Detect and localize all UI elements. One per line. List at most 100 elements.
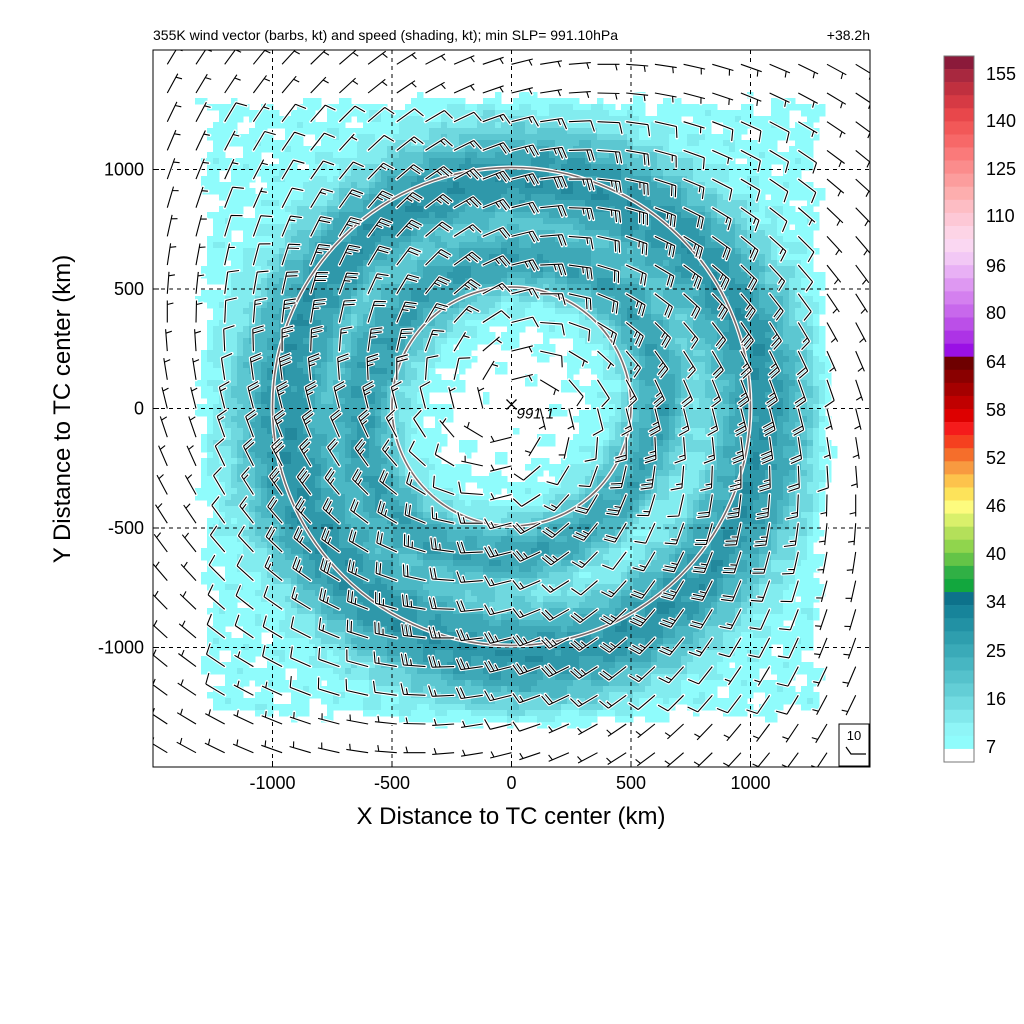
- shading-cell: [255, 134, 262, 141]
- shading-cell: [333, 158, 340, 165]
- shading-cell: [543, 158, 550, 165]
- shading-cell: [231, 98, 238, 105]
- shading-cell: [807, 164, 814, 171]
- shading-cell: [687, 404, 694, 411]
- shading-cell: [363, 230, 370, 237]
- shading-cell: [699, 392, 706, 399]
- shading-cell: [783, 350, 790, 357]
- shading-cell: [651, 194, 658, 201]
- shading-cell: [453, 272, 460, 279]
- shading-cell: [819, 374, 826, 381]
- shading-cell: [327, 410, 334, 417]
- shading-cell: [423, 230, 430, 237]
- shading-cell: [519, 104, 526, 111]
- shading-cell: [219, 314, 226, 321]
- shading-cell: [783, 332, 790, 339]
- shading-cell: [243, 248, 250, 255]
- shading-cell: [543, 200, 550, 207]
- shading-cell: [213, 338, 220, 345]
- shading-cell: [807, 110, 814, 117]
- shading-cell: [813, 350, 820, 357]
- shading-cell: [795, 218, 802, 225]
- shading-cell: [735, 362, 742, 369]
- shading-cell: [645, 200, 652, 207]
- shading-cell: [321, 338, 328, 345]
- shading-cell: [423, 254, 430, 261]
- shading-cell: [621, 272, 628, 279]
- shading-cell: [711, 146, 718, 153]
- shading-cell: [363, 224, 370, 231]
- shading-cell: [297, 116, 304, 123]
- shading-cell: [555, 188, 562, 195]
- shading-cell: [471, 152, 478, 159]
- shading-cell: [339, 362, 346, 369]
- shading-cell: [375, 296, 382, 303]
- shading-cell: [363, 344, 370, 351]
- shading-cell: [375, 314, 382, 321]
- shading-cell: [627, 164, 634, 171]
- shading-cell: [231, 332, 238, 339]
- shading-cell: [663, 182, 670, 189]
- shading-cell: [411, 260, 418, 267]
- shading-cell: [735, 128, 742, 135]
- shading-cell: [429, 212, 436, 219]
- shading-cell: [621, 212, 628, 219]
- shading-cell: [213, 212, 220, 219]
- shading-cell: [669, 116, 676, 123]
- shading-cell: [459, 386, 466, 393]
- shading-cell: [657, 158, 664, 165]
- shading-cell: [243, 404, 250, 411]
- shading-cell: [273, 200, 280, 207]
- shading-cell: [321, 392, 328, 399]
- shading-cell: [759, 338, 766, 345]
- shading-cell: [573, 134, 580, 141]
- shading-cell: [687, 140, 694, 147]
- shading-cell: [819, 284, 826, 291]
- shading-cell: [225, 278, 232, 285]
- shading-cell: [693, 170, 700, 177]
- shading-cell: [543, 98, 550, 105]
- shading-cell: [357, 290, 364, 297]
- shading-cell: [285, 224, 292, 231]
- shading-cell: [675, 104, 682, 111]
- shading-cell: [543, 230, 550, 237]
- shading-cell: [615, 140, 622, 147]
- shading-cell: [489, 254, 496, 261]
- shading-cell: [609, 146, 616, 153]
- shading-cell: [537, 212, 544, 219]
- shading-cell: [591, 344, 598, 351]
- shading-cell: [777, 350, 784, 357]
- shading-cell: [369, 224, 376, 231]
- shading-cell: [795, 152, 802, 159]
- shading-cell: [735, 248, 742, 255]
- shading-cell: [609, 380, 616, 387]
- shading-cell: [669, 356, 676, 363]
- shading-cell: [639, 164, 646, 171]
- shading-cell: [675, 326, 682, 333]
- shading-cell: [807, 122, 814, 129]
- shading-cell: [219, 380, 226, 387]
- shading-cell: [207, 212, 214, 219]
- shading-cell: [357, 386, 364, 393]
- shading-cell: [723, 122, 730, 129]
- shading-cell: [363, 278, 370, 285]
- shading-cell: [657, 260, 664, 267]
- shading-cell: [669, 206, 676, 213]
- shading-cell: [363, 122, 370, 129]
- shading-cell: [213, 164, 220, 171]
- shading-cell: [657, 200, 664, 207]
- shading-cell: [729, 164, 736, 171]
- shading-cell: [555, 128, 562, 135]
- shading-cell: [543, 170, 550, 177]
- shading-cell: [363, 158, 370, 165]
- shading-cell: [243, 170, 250, 177]
- shading-cell: [753, 140, 760, 147]
- shading-cell: [249, 356, 256, 363]
- shading-cell: [603, 362, 610, 369]
- shading-cell: [711, 224, 718, 231]
- shading-cell: [789, 392, 796, 399]
- shading-cell: [621, 260, 628, 267]
- shading-cell: [711, 104, 718, 111]
- shading-cell: [759, 254, 766, 261]
- shading-cell: [609, 344, 616, 351]
